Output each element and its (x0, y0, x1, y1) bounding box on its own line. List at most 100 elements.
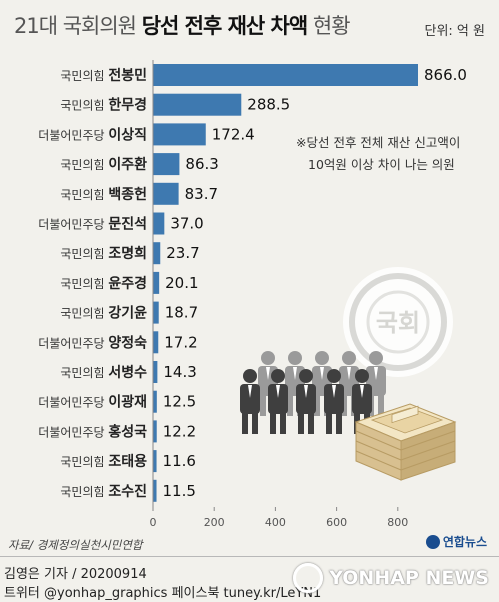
bar (153, 361, 158, 383)
value-label: 83.7 (185, 185, 218, 203)
value-label: 288.5 (247, 96, 290, 114)
bar (153, 390, 157, 413)
value-label: 17.2 (164, 333, 197, 351)
name-label: 홍성국 (108, 423, 147, 440)
category-label: 국민의힘 전봉민 (60, 67, 147, 84)
name-label: 이주환 (108, 156, 147, 173)
bar (153, 420, 157, 443)
category-label: 국민의힘 이주환 (60, 156, 147, 173)
person-figure (268, 369, 288, 434)
title-part2: 당선 전후 재산 차액 (141, 14, 308, 38)
bars-group (153, 64, 418, 502)
party-label: 국민의힘 (60, 69, 108, 83)
category-label: 더불어민주당 이상직 (38, 126, 147, 143)
x-tick-label: 600 (326, 516, 347, 529)
category-label: 국민의힘 조수진 (60, 483, 147, 500)
name-label: 윤주경 (108, 275, 147, 292)
name-label: 조수진 (108, 483, 147, 500)
credit-line-1: 김영은 기자 / 20200914 (4, 567, 147, 582)
yonhap-logo-text: 연합뉴스 (442, 535, 487, 549)
value-label: 11.5 (163, 482, 196, 500)
value-label: 866.0 (424, 66, 467, 84)
x-axis: 0 200 400 600 800 (150, 60, 408, 529)
name-label: 전봉민 (108, 67, 147, 84)
category-label: 더불어민주당 홍성국 (38, 423, 147, 440)
category-label: 국민의힘 서병수 (60, 364, 147, 381)
unit-label: 단위: 억 원 (424, 24, 486, 39)
name-label: 이광재 (108, 394, 147, 411)
person-figure (296, 369, 316, 434)
party-label: 국민의힘 (60, 99, 108, 113)
category-label: 국민의힘 조명희 (60, 245, 147, 262)
yonhap-logo: 연합뉴스 (425, 533, 487, 550)
party-label: 더불어민주당 (38, 396, 108, 410)
name-label: 이상직 (108, 126, 147, 143)
bar (153, 153, 180, 176)
name-label: 양정숙 (108, 334, 147, 351)
category-label: 국민의힘 한무경 (60, 97, 147, 114)
value-label: 23.7 (166, 244, 199, 262)
x-tick-label: 0 (150, 516, 157, 529)
name-label: 조태용 (108, 454, 147, 470)
watermark-logo-icon (293, 563, 324, 593)
party-label: 국민의힘 (60, 485, 108, 499)
value-label: 12.2 (163, 422, 196, 440)
yonhap-logo-icon (425, 534, 440, 549)
party-label: 더불어민주당 (38, 425, 108, 439)
party-label: 국민의힘 (60, 366, 108, 380)
credit-line-2: 트위터 @yonhap_graphics 페이스북 tuney.kr/LeYN1 (4, 586, 322, 601)
chart-note: ※당선 전후 전체 재산 신고액이 10억원 이상 차이 나는 의원 (296, 132, 460, 176)
bar (153, 301, 159, 324)
x-tick-label: 400 (265, 516, 286, 529)
national-assembly-seal: 국회 (343, 267, 453, 377)
value-label: 14.3 (163, 363, 196, 381)
footer-divider (0, 556, 499, 557)
category-label: 국민의힘 조태용 (60, 454, 147, 470)
bar (153, 123, 206, 146)
value-label: 20.1 (165, 274, 198, 292)
lawmakers-figures (240, 351, 386, 434)
value-label: 86.3 (185, 155, 218, 173)
title-part3: 현황 (312, 14, 351, 38)
party-label: 국민의힘 (60, 188, 108, 202)
name-label: 강기윤 (108, 305, 147, 322)
party-label: 국민의힘 (60, 455, 108, 469)
bar (153, 212, 165, 235)
category-label: 국민의힘 강기윤 (60, 305, 147, 322)
party-label: 국민의힘 (60, 158, 108, 172)
value-label: 11.6 (163, 452, 196, 470)
seal-text: 국회 (376, 309, 420, 337)
bar (153, 93, 242, 116)
watermark-text: YONHAP NEWS (329, 567, 489, 589)
name-label: 서병수 (108, 364, 147, 381)
name-label: 한무경 (108, 97, 147, 114)
bar (153, 331, 159, 354)
x-tick-label: 200 (204, 516, 225, 529)
category-label: 더불어민주당 문진석 (38, 216, 147, 233)
bar (153, 271, 160, 294)
yonhap-watermark: YONHAP NEWS (293, 563, 489, 593)
category-label: 더불어민주당 양정숙 (38, 334, 147, 351)
title-part1: 21대 국회의원 (14, 14, 137, 38)
bar (153, 450, 157, 473)
value-label: 18.7 (165, 304, 198, 322)
category-label: 국민의힘 백종헌 (60, 187, 147, 203)
money-stack-icon (354, 403, 457, 481)
party-label: 더불어민주당 (38, 336, 108, 350)
x-tick-label: 800 (387, 516, 408, 529)
bar (153, 479, 157, 502)
name-label: 백종헌 (108, 187, 147, 203)
name-label: 조명희 (108, 245, 147, 262)
value-label: 172.4 (212, 125, 255, 143)
value-label: 12.5 (163, 393, 196, 411)
note-line1: ※당선 전후 전체 재산 신고액이 (296, 135, 461, 150)
category-label: 국민의힘 윤주경 (60, 275, 147, 292)
person-figure (240, 369, 260, 434)
party-label: 더불어민주당 (38, 218, 108, 232)
name-label: 문진석 (108, 216, 147, 233)
person-figure (324, 369, 344, 434)
bar (153, 242, 161, 265)
value-label: 37.0 (170, 215, 203, 233)
